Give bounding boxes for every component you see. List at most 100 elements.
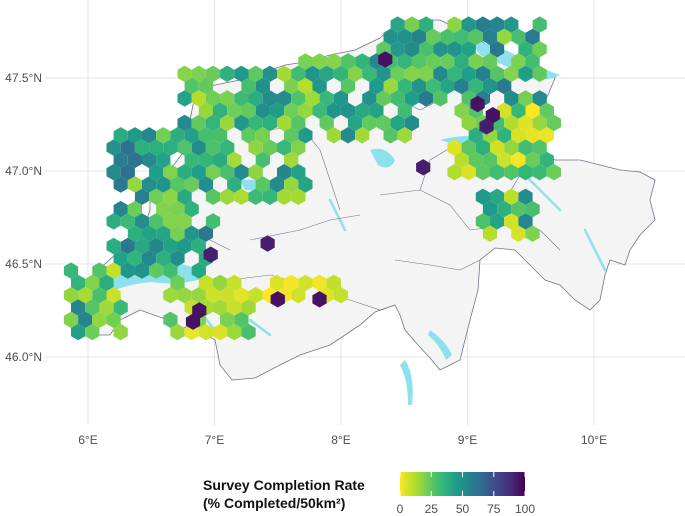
hexbin-cell [127, 250, 142, 267]
hexbin-cell [440, 77, 455, 95]
hexbin-cell [426, 28, 441, 46]
hexbin-cell [497, 200, 512, 218]
hexbin-cell [227, 274, 242, 292]
hexbin-cell [255, 127, 270, 144]
hexbin-cell [262, 65, 277, 82]
river [328, 198, 347, 232]
hexbin-cell [525, 127, 540, 144]
hexbin-cell [440, 28, 455, 46]
hexbin-cell [447, 139, 462, 156]
hexbin-cell [461, 41, 476, 58]
hexbin-cell [163, 164, 178, 181]
hexbin-cell [390, 41, 405, 58]
y-tick-label: 46.5°N [5, 257, 42, 271]
hexbin-cell [134, 213, 150, 230]
hexbin-cell [227, 323, 242, 341]
hexbin-cell [227, 176, 242, 193]
hexbin-cell [539, 127, 554, 144]
hexbin-cell [127, 151, 142, 169]
hexbin-cell [262, 114, 277, 132]
hexbin-cell [305, 65, 320, 82]
hexbin-cell [198, 176, 213, 193]
hexbin-cell [205, 90, 221, 107]
hexbin-cell [177, 139, 192, 156]
hexbin-cell [120, 164, 135, 181]
hexbin-cell [227, 151, 242, 169]
hexbin-cell [539, 102, 554, 119]
hexbin-cell [170, 323, 185, 341]
hexbin-cell [511, 151, 526, 169]
hexbin-cell [234, 65, 249, 82]
hexbin-cell [78, 287, 93, 304]
hexbin-cell [284, 176, 299, 193]
hexbin-cell [120, 139, 135, 156]
hexbin-cell [149, 237, 164, 255]
hexbin-cell [277, 164, 292, 181]
hexbin-cell [397, 28, 412, 46]
hexbin-cell [149, 262, 164, 279]
hexbin-cell [198, 323, 213, 341]
hexbin-cell [461, 65, 476, 82]
river [583, 228, 607, 272]
hexbin-cell [404, 16, 419, 33]
hexbin-cell [120, 213, 135, 230]
hexbin-cell [248, 139, 263, 156]
y-tick-label: 47.0°N [5, 164, 42, 178]
hexbin-cell-high [479, 118, 494, 135]
legend-tick-label: 100 [515, 502, 535, 516]
hexbin-cell [277, 188, 292, 205]
legend-tick-label: 50 [456, 502, 470, 516]
hexbin-cell [447, 164, 462, 181]
hexbin-cell [404, 90, 419, 107]
hexbin-cell [184, 77, 199, 95]
y-tick-label: 46.0°N [5, 350, 42, 364]
hexbin-cell [355, 53, 370, 70]
hexbin-cell [312, 102, 327, 119]
hexbin-cell [326, 127, 341, 144]
hexbin-cell [92, 262, 107, 279]
hexbin-cell [127, 225, 142, 242]
hexbin-cell [106, 311, 121, 328]
hexbin-cell [177, 164, 192, 181]
hexbin-cell [241, 299, 256, 316]
hexbin-cell [234, 164, 249, 181]
hexbin-cell [525, 200, 540, 218]
hexbin-cell [291, 90, 306, 107]
hexbin-cell [156, 250, 171, 267]
hexbin-cell [205, 287, 221, 304]
hexbin-cell [518, 213, 533, 230]
hexbin-cell [191, 114, 206, 132]
hexbin-cell [92, 311, 107, 328]
canton-border [349, 299, 396, 311]
hexbin-cell [191, 262, 206, 279]
hexbin-cell [447, 41, 462, 58]
hexbin-cell [340, 77, 356, 95]
hexbin-cell [468, 151, 483, 169]
hexbin-cell [163, 213, 178, 230]
hexbin-cell [497, 28, 512, 46]
hexbin-cell [376, 90, 391, 107]
hexbin-cell [106, 139, 121, 156]
hexbin-cell [198, 77, 213, 95]
hexbin-cell [213, 274, 228, 292]
lake [400, 360, 413, 405]
hexbin-cell [241, 102, 256, 119]
hexbin-cell [447, 65, 462, 82]
hexbin-cell [532, 114, 547, 132]
hexbin-cell-high [270, 291, 285, 308]
hexbin-cell [213, 127, 228, 144]
hexbin-cell [490, 213, 505, 230]
hexbin-cell [248, 65, 263, 82]
hexbin-cell [504, 114, 519, 132]
hexbin-cell [490, 16, 505, 33]
hexbin-cell [404, 41, 419, 58]
hexbin-cell [497, 127, 512, 144]
hexbin-cell [184, 127, 199, 144]
hexbin-cell [248, 114, 263, 132]
hexbin-cell [546, 164, 561, 181]
hexbin-cell [71, 323, 86, 341]
hexbin-cell [134, 188, 150, 205]
hexbin-cell [376, 114, 391, 132]
hexbin-cell [127, 176, 142, 193]
